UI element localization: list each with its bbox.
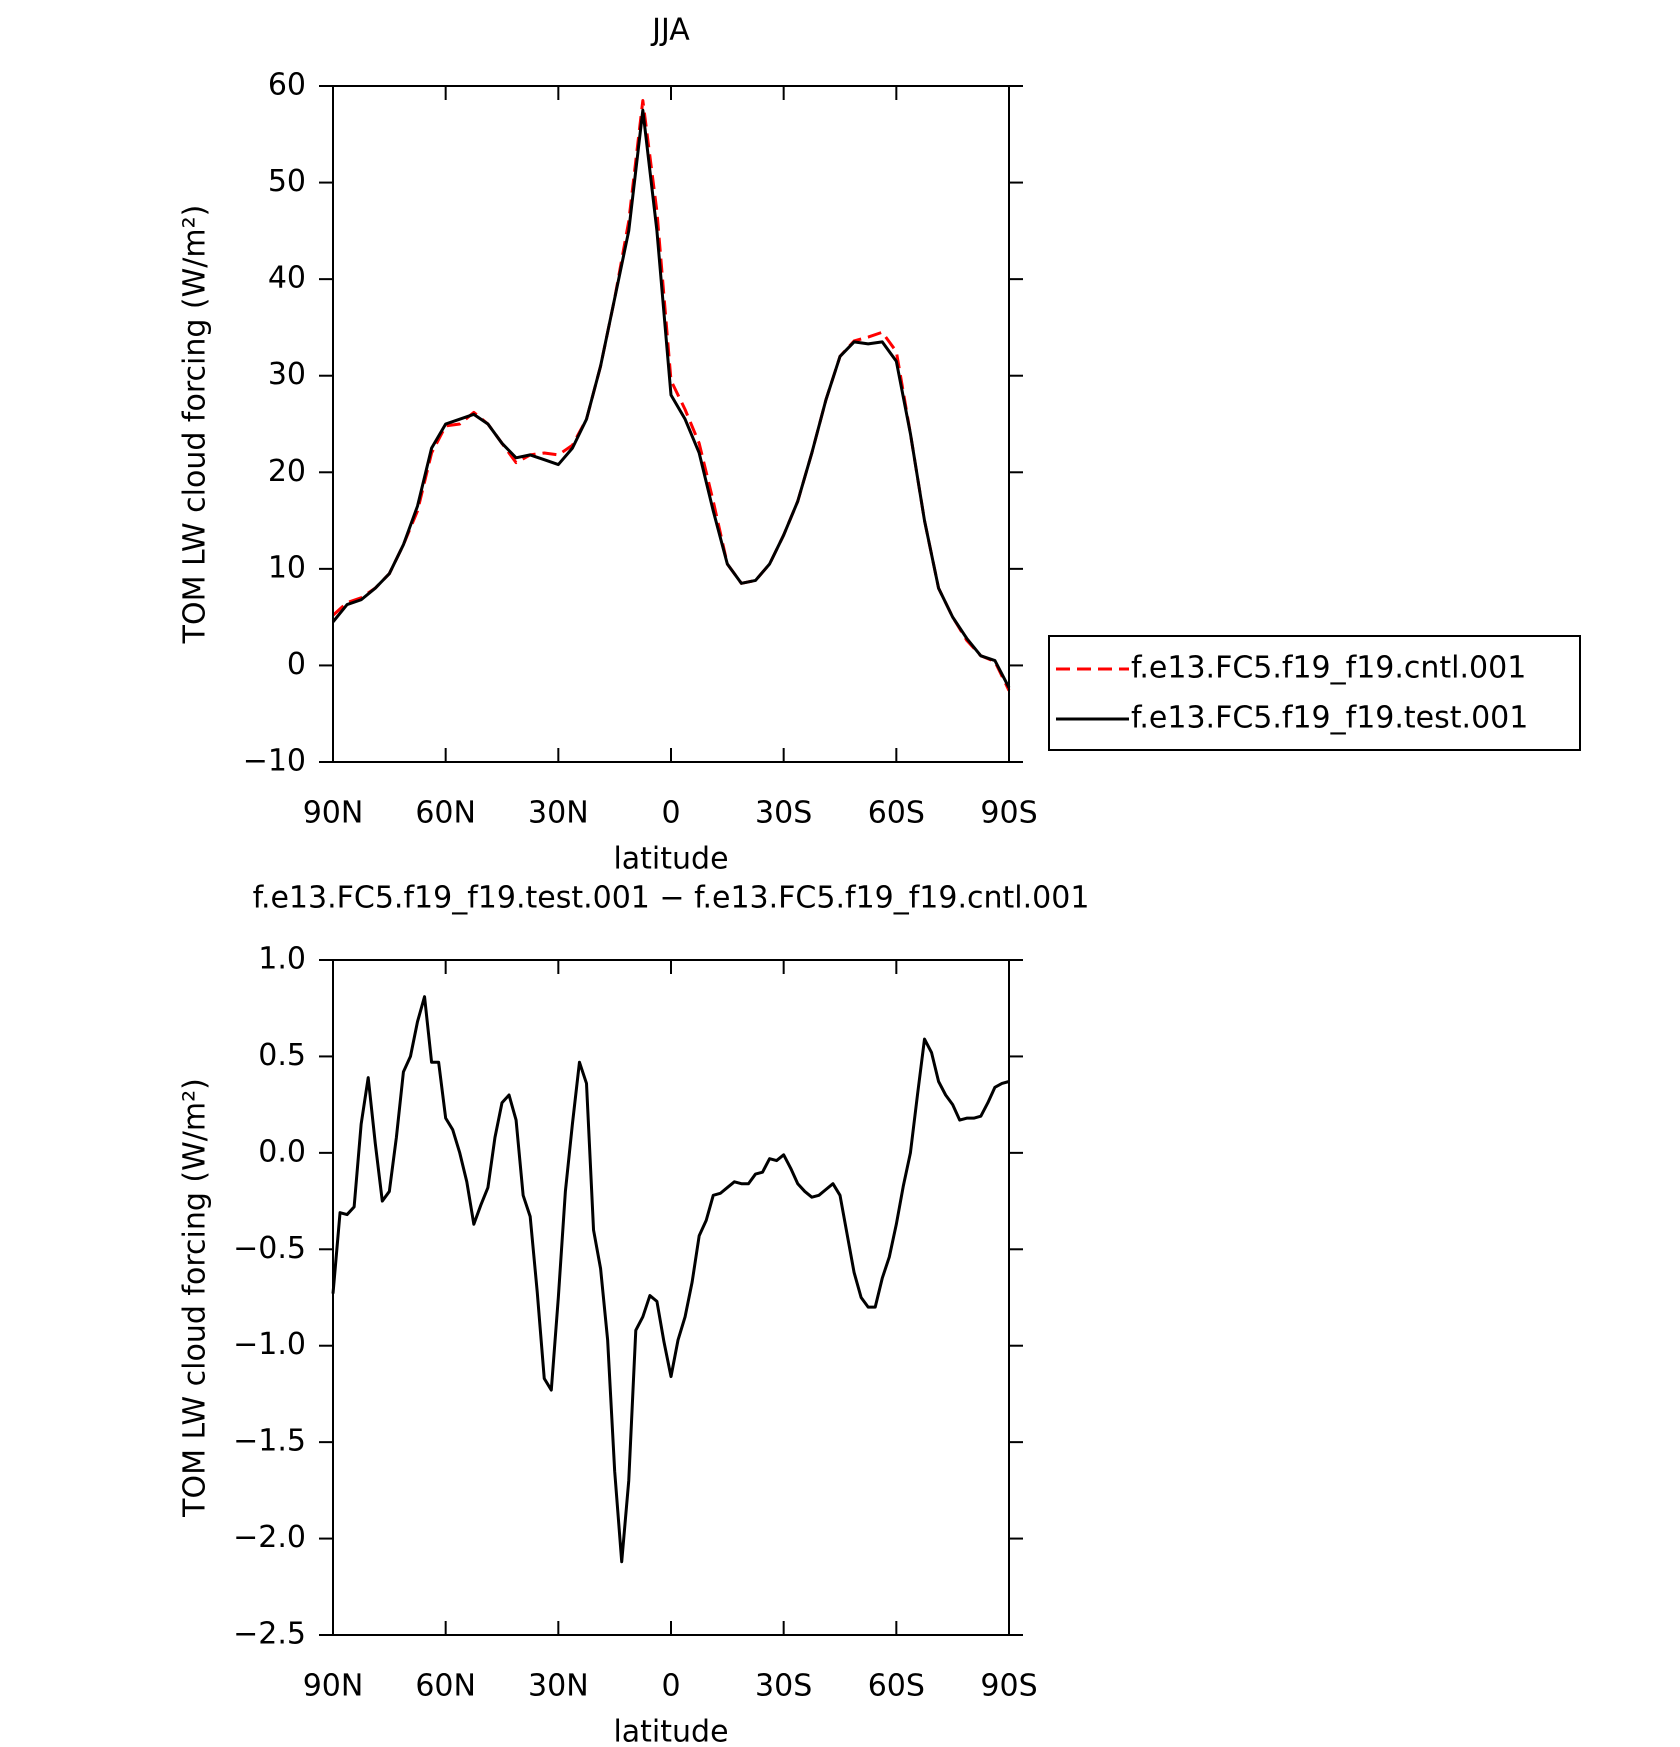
y-tick-label: 60 — [268, 68, 306, 103]
y-tick-label: −1.0 — [233, 1327, 306, 1362]
y-tick-label: −0.5 — [233, 1231, 306, 1266]
y-tick-label: 0.5 — [258, 1038, 306, 1073]
y-tick-label: 30 — [268, 357, 306, 392]
y-tick-label: −2.5 — [233, 1617, 306, 1652]
x-tick-label: 60N — [415, 796, 476, 831]
x-tick-label: 90S — [980, 1669, 1037, 1704]
y-tick-label: 10 — [268, 550, 306, 585]
x-tick-label: 0 — [661, 1669, 680, 1704]
x-tick-label: 30S — [755, 1669, 812, 1704]
y-tick-label: 0 — [287, 647, 306, 682]
y-tick-label: −1.5 — [233, 1424, 306, 1459]
data-line — [331, 995, 1010, 1564]
x-tick-label: 90S — [980, 796, 1037, 831]
y-tick-label: 20 — [268, 454, 306, 489]
y-axis-label: TOM LW cloud forcing (W/m²) — [178, 205, 213, 645]
x-tick-label: 60S — [868, 1669, 925, 1704]
x-tick-label: 90N — [303, 1669, 364, 1704]
y-tick-label: 40 — [268, 261, 306, 296]
chart-title: JJA — [650, 13, 690, 48]
data-line — [331, 108, 1011, 689]
x-tick-label: 60N — [415, 1669, 476, 1704]
x-tick-label: 30N — [528, 1669, 589, 1704]
y-tick-label: −10 — [243, 744, 306, 779]
chart-title: f.e13.FC5.f19_f19.test.001 − f.e13.FC5.f… — [253, 881, 1090, 916]
x-tick-label: 60S — [868, 796, 925, 831]
legend-label: f.e13.FC5.f19_f19.cntl.001 — [1131, 651, 1526, 686]
y-tick-label: 1.0 — [258, 942, 306, 977]
x-tick-label: 0 — [661, 796, 680, 831]
x-tick-label: 30S — [755, 796, 812, 831]
y-tick-label: 50 — [268, 164, 306, 199]
y-tick-label: 0.0 — [258, 1134, 306, 1169]
y-tick-label: −2.0 — [233, 1520, 306, 1555]
x-axis-label: latitude — [613, 842, 728, 877]
x-axis-label: latitude — [613, 1715, 728, 1747]
y-axis-label: TOM LW cloud forcing (W/m²) — [178, 1078, 213, 1518]
x-tick-label: 30N — [528, 796, 589, 831]
x-tick-label: 90N — [303, 796, 364, 831]
legend-label: f.e13.FC5.f19_f19.test.001 — [1131, 701, 1528, 736]
legend-box — [1048, 635, 1581, 751]
